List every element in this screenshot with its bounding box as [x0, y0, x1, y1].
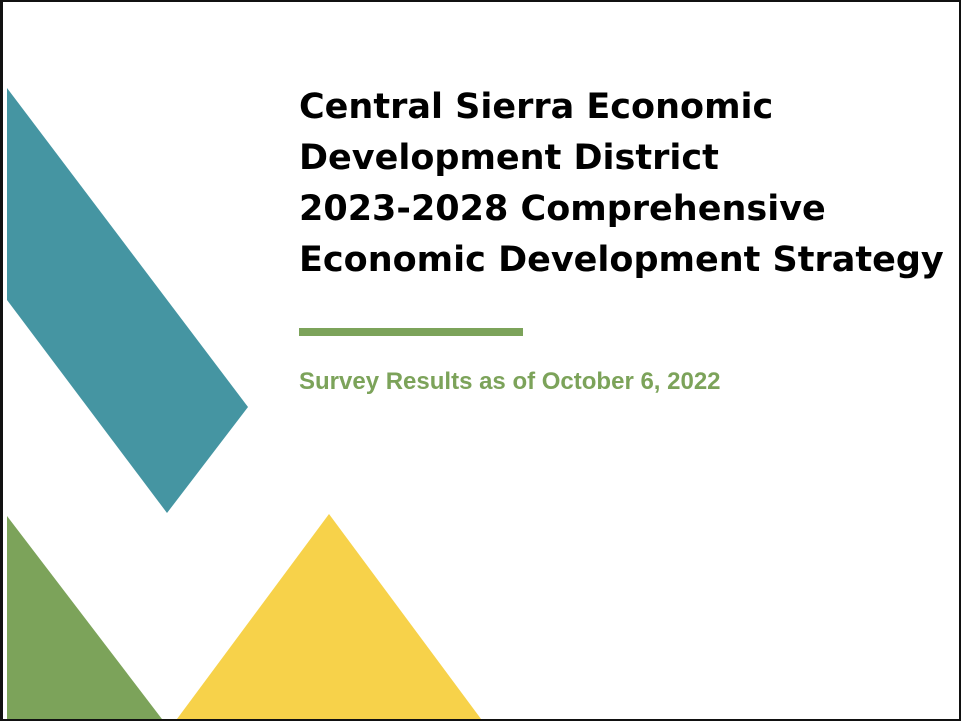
title-line-2: Development District — [299, 138, 719, 178]
decorative-shapes — [7, 88, 482, 719]
title-line-4: Economic Development Strategy — [299, 240, 944, 280]
slide-title: Central Sierra Economic Development Dist… — [299, 82, 959, 286]
slide-subtitle: Survey Results as of October 6, 2022 — [299, 368, 721, 395]
title-line-1: Central Sierra Economic — [299, 87, 774, 127]
yellow-triangle — [176, 514, 482, 719]
title-divider — [299, 328, 523, 336]
teal-diagonal-band — [7, 88, 248, 513]
title-line-3: 2023-2028 Comprehensive — [299, 189, 826, 229]
green-triangle — [7, 516, 162, 719]
